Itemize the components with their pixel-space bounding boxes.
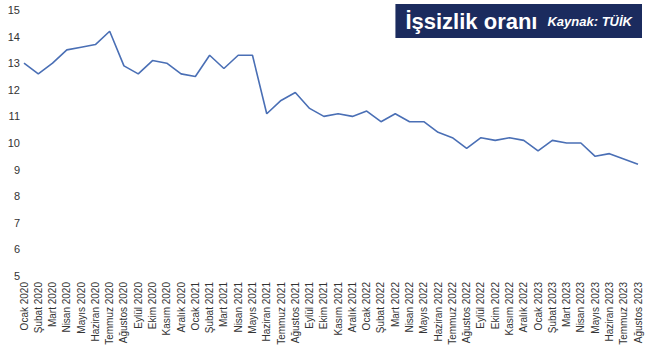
svg-text:Aralık 2022: Aralık 2022 — [518, 282, 529, 333]
svg-text:Ekim 2020: Ekim 2020 — [147, 282, 158, 330]
svg-text:Temmuz 2021: Temmuz 2021 — [276, 282, 287, 345]
svg-text:Ocak 2022: Ocak 2022 — [361, 282, 372, 331]
svg-text:Mart 2021: Mart 2021 — [218, 282, 229, 327]
svg-text:Nisan 2022: Nisan 2022 — [404, 282, 415, 333]
svg-text:Ocak 2023: Ocak 2023 — [533, 282, 544, 331]
svg-text:8: 8 — [14, 190, 20, 202]
svg-text:Haziran 2022: Haziran 2022 — [433, 282, 444, 342]
svg-text:Mayıs 2020: Mayıs 2020 — [76, 282, 87, 334]
svg-text:Mayıs 2023: Mayıs 2023 — [590, 282, 601, 334]
svg-text:Mayıs 2022: Mayıs 2022 — [418, 282, 429, 334]
svg-text:Ocak 2021: Ocak 2021 — [190, 282, 201, 331]
svg-text:Mart 2022: Mart 2022 — [390, 282, 401, 327]
svg-text:Temmuz 2020: Temmuz 2020 — [104, 282, 115, 345]
svg-text:11: 11 — [9, 110, 20, 122]
svg-text:6: 6 — [14, 243, 20, 255]
svg-text:5: 5 — [14, 270, 20, 282]
svg-text:12: 12 — [8, 84, 20, 96]
svg-text:Mayıs 2021: Mayıs 2021 — [247, 282, 258, 334]
svg-text:Eylül 2022: Eylül 2022 — [475, 282, 486, 329]
svg-text:Kasım 2020: Kasım 2020 — [161, 282, 172, 336]
svg-text:Kasım 2021: Kasım 2021 — [333, 282, 344, 336]
svg-text:Ağustos 2022: Ağustos 2022 — [461, 282, 472, 344]
svg-text:Temmuz 2023: Temmuz 2023 — [618, 282, 629, 345]
svg-text:Haziran 2023: Haziran 2023 — [604, 282, 615, 342]
svg-text:14: 14 — [8, 31, 20, 43]
svg-text:Ekim 2022: Ekim 2022 — [490, 282, 501, 330]
svg-text:10: 10 — [8, 137, 20, 149]
svg-text:Şubat 2020: Şubat 2020 — [33, 282, 44, 334]
svg-text:Haziran 2020: Haziran 2020 — [90, 282, 101, 342]
svg-text:Ağustos 2020: Ağustos 2020 — [118, 282, 129, 344]
svg-text:Ağustos 2023: Ağustos 2023 — [633, 282, 644, 344]
svg-text:Kaynak: TÜİK: Kaynak: TÜİK — [547, 14, 633, 29]
svg-text:15: 15 — [8, 4, 20, 16]
svg-text:İşsizlik oranı: İşsizlik oranı — [405, 9, 537, 34]
svg-text:Kasım 2022: Kasım 2022 — [504, 282, 515, 336]
svg-text:Nisan 2023: Nisan 2023 — [575, 282, 586, 333]
svg-text:Ağustos 2021: Ağustos 2021 — [290, 282, 301, 344]
svg-text:Ocak 2020: Ocak 2020 — [19, 282, 30, 331]
svg-text:Eylül 2020: Eylül 2020 — [133, 282, 144, 329]
svg-text:Mart 2023: Mart 2023 — [561, 282, 572, 327]
svg-text:Nisan 2020: Nisan 2020 — [61, 282, 72, 333]
svg-text:Aralık 2020: Aralık 2020 — [176, 282, 187, 333]
svg-text:9: 9 — [14, 164, 20, 176]
svg-text:7: 7 — [14, 217, 20, 229]
svg-text:Temmuz 2022: Temmuz 2022 — [447, 282, 458, 345]
svg-text:Şubat 2021: Şubat 2021 — [204, 282, 215, 334]
svg-text:Şubat 2023: Şubat 2023 — [547, 282, 558, 334]
svg-text:Ekim 2021: Ekim 2021 — [318, 282, 329, 330]
svg-text:Haziran 2021: Haziran 2021 — [261, 282, 272, 342]
svg-text:Eylül 2021: Eylül 2021 — [304, 282, 315, 329]
svg-text:Şubat 2022: Şubat 2022 — [375, 282, 386, 334]
svg-text:Mart 2020: Mart 2020 — [47, 282, 58, 327]
svg-text:Nisan 2021: Nisan 2021 — [233, 282, 244, 333]
svg-text:Aralık 2021: Aralık 2021 — [347, 282, 358, 333]
svg-text:13: 13 — [8, 57, 20, 69]
